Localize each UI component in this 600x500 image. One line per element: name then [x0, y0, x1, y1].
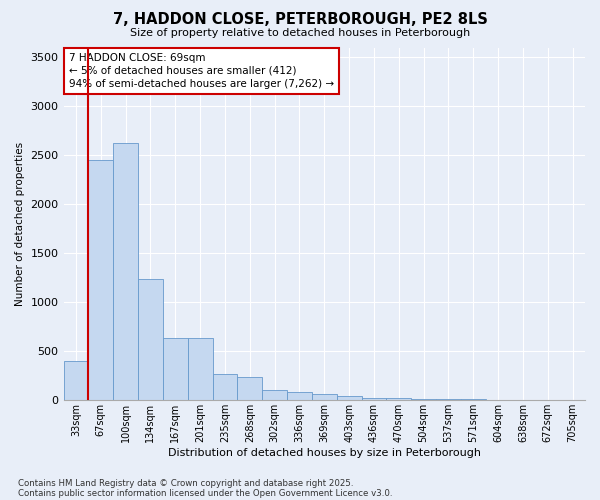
Bar: [163, 338, 188, 400]
Bar: [64, 360, 88, 400]
Text: 7, HADDON CLOSE, PETERBOROUGH, PE2 8LS: 7, HADDON CLOSE, PETERBOROUGH, PE2 8LS: [113, 12, 487, 28]
Bar: [188, 338, 212, 400]
Bar: [337, 396, 362, 400]
Bar: [88, 160, 113, 400]
Text: Size of property relative to detached houses in Peterborough: Size of property relative to detached ho…: [130, 28, 470, 38]
Y-axis label: Number of detached properties: Number of detached properties: [15, 142, 25, 306]
Text: Contains HM Land Registry data © Crown copyright and database right 2025.: Contains HM Land Registry data © Crown c…: [18, 478, 353, 488]
Bar: [238, 377, 262, 400]
Bar: [287, 392, 312, 400]
Bar: [312, 394, 337, 400]
Text: 7 HADDON CLOSE: 69sqm
← 5% of detached houses are smaller (412)
94% of semi-deta: 7 HADDON CLOSE: 69sqm ← 5% of detached h…: [69, 53, 334, 89]
Bar: [411, 399, 436, 400]
Bar: [212, 374, 238, 400]
Bar: [138, 280, 163, 400]
Bar: [113, 144, 138, 400]
X-axis label: Distribution of detached houses by size in Peterborough: Distribution of detached houses by size …: [168, 448, 481, 458]
Bar: [362, 398, 386, 400]
Bar: [386, 398, 411, 400]
Text: Contains public sector information licensed under the Open Government Licence v3: Contains public sector information licen…: [18, 488, 392, 498]
Bar: [262, 390, 287, 400]
